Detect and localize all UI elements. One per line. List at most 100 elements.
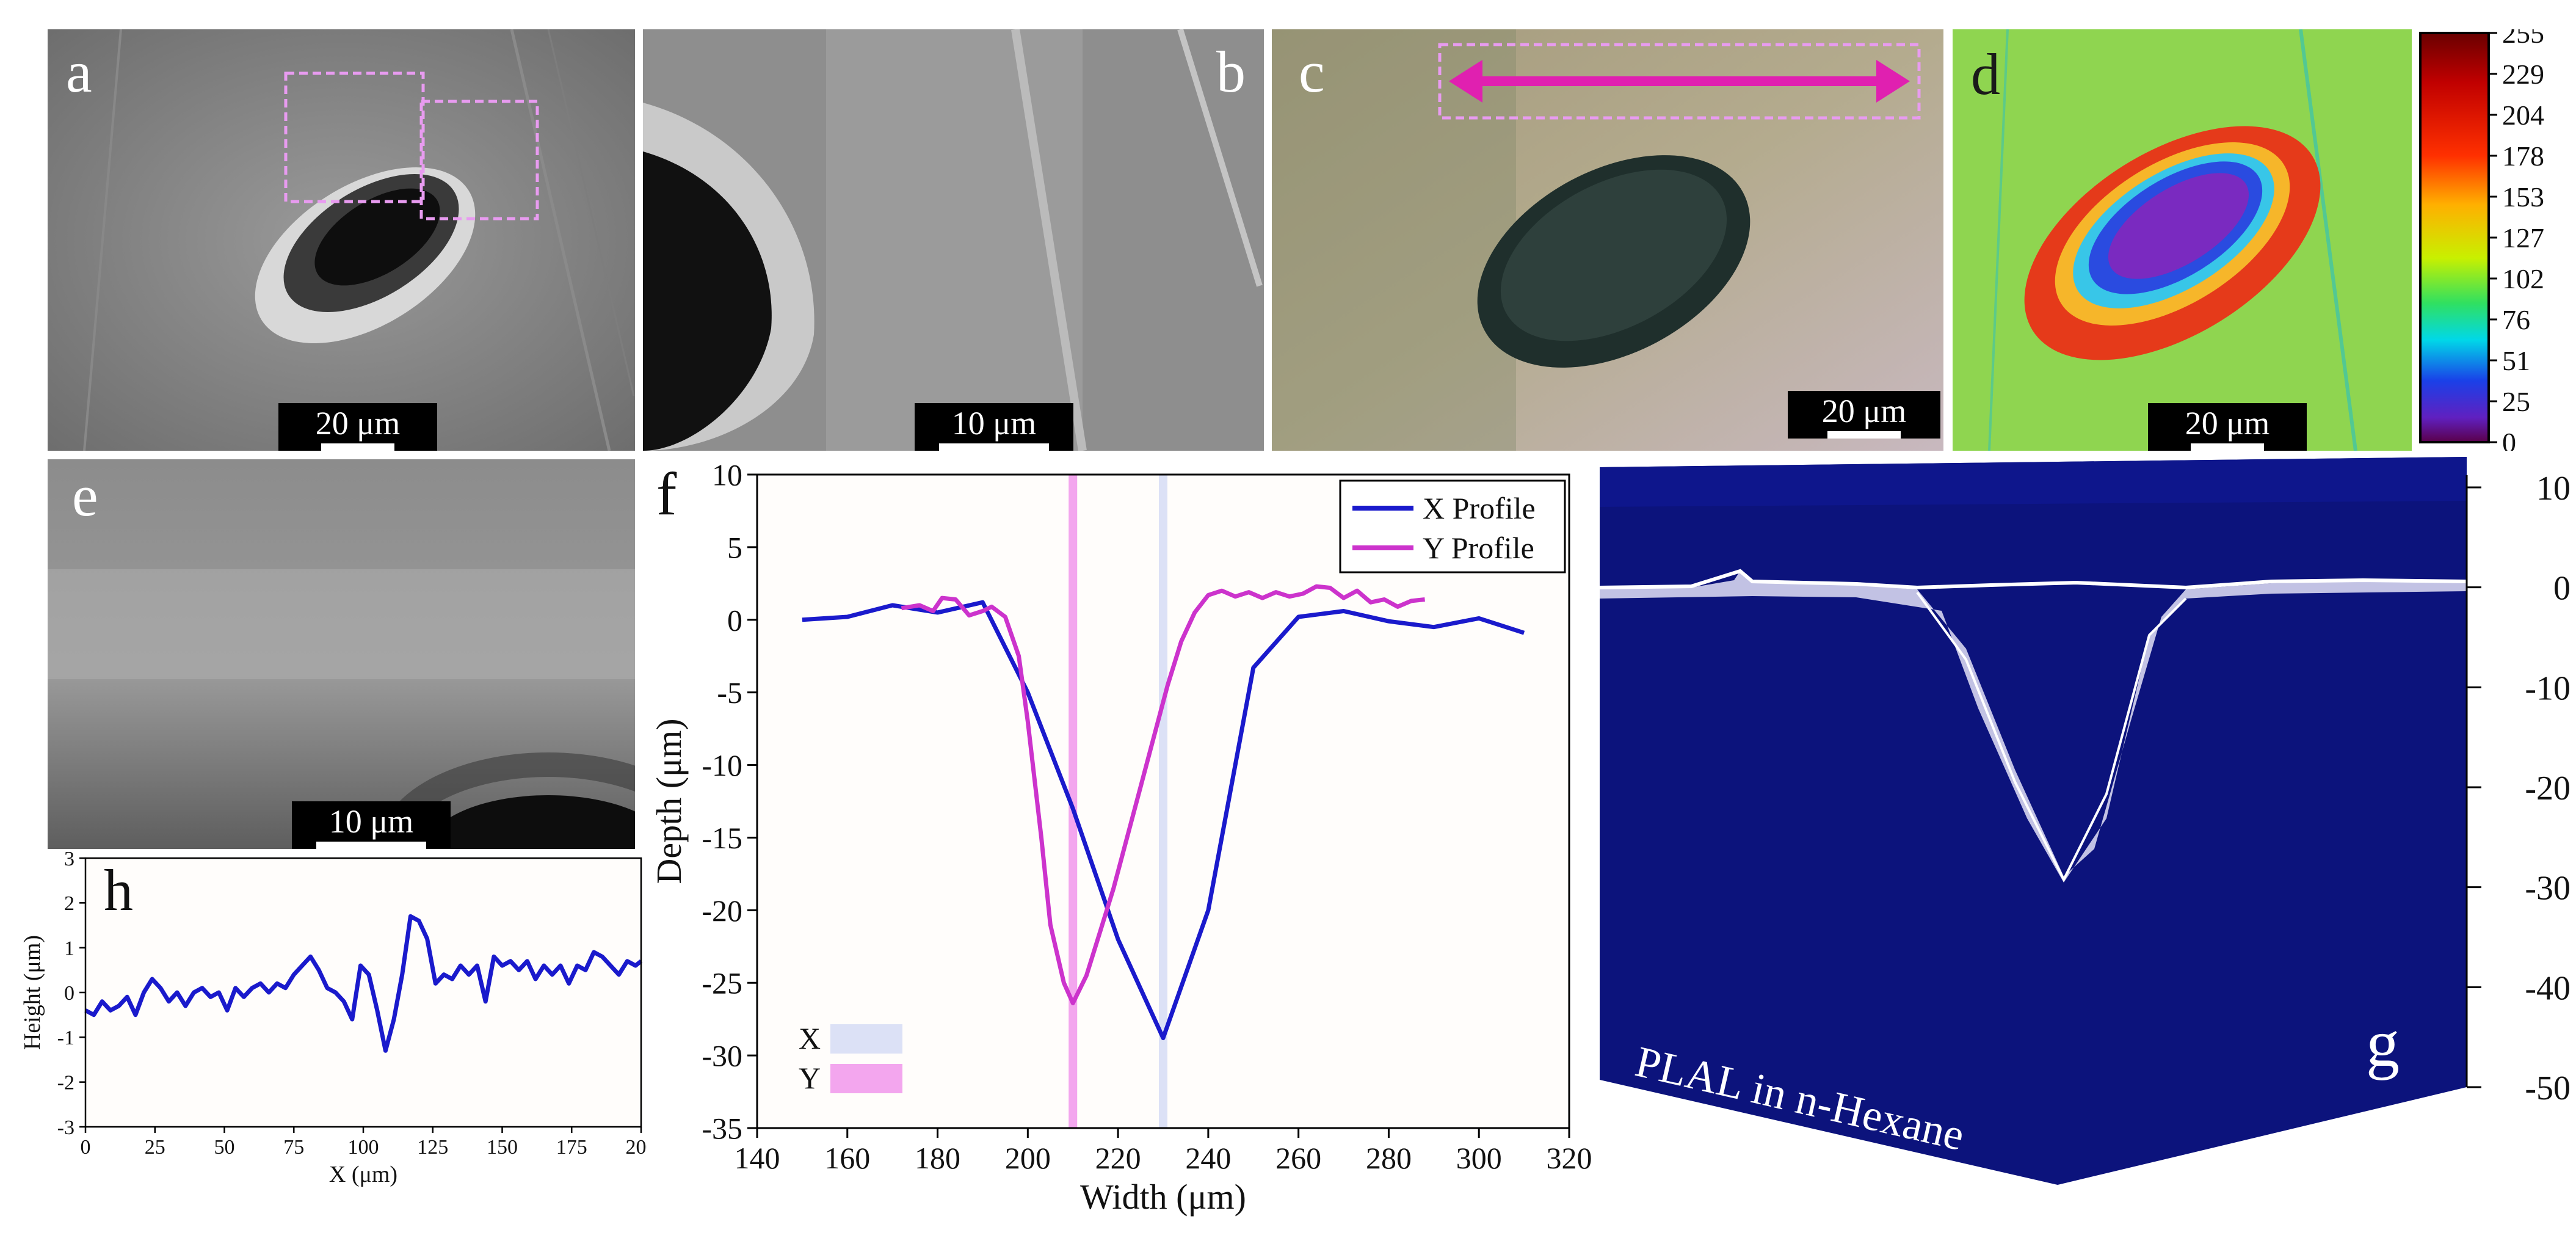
sem-edge-image [48,459,635,849]
surface-z-tick-label: 10 [2536,470,2571,508]
panel-a-sem-image: a 20 μm [48,29,635,451]
y-tick-label: -25 [702,966,742,1000]
x-tick-label: 75 [283,1136,304,1159]
x-tick-label: 200 [1005,1141,1051,1175]
panel-e-sem-image: e 10 μm [48,459,635,849]
y-tick-label: -1 [57,1027,74,1049]
scale-bar-c: 20 μm [1788,391,1940,439]
y-tick-label: 5 [727,530,742,564]
colorbar-tick-label: 76 [2502,304,2530,335]
x-tick-label: 25 [145,1136,165,1159]
panel-g-3d-surface: 10 0 -10 -20 -30 -40 -50 PLAL in n-Hexane g [1599,452,2576,1235]
surface-mesh [1599,569,2467,883]
y-tick-label: -3 [57,1116,74,1139]
optical-crater-image [1272,29,1943,451]
panel-c-optical-image: c 20 μm [1272,29,1943,451]
plot-area [85,858,641,1127]
panel-label-g: g [2366,1006,2400,1080]
y-axis-label: Height (μm) [20,935,45,1050]
surface-z-tick-label: -20 [2525,770,2571,807]
band-key-swatch [830,1064,902,1093]
scale-bar-b: 10 μm [915,403,1073,451]
band-x [1159,475,1167,1128]
scale-bar-a: 20 μm [278,403,437,451]
sem-crater-image [48,29,635,451]
scale-bar-label-d: 20 μm [2185,405,2270,442]
panel-f-chart: 140 160 180 200 220 240 260 280 300 320 10 5 0 -5 -10 -… [647,458,1600,1235]
surface-z-tick-label: -40 [2525,969,2571,1007]
colorbar-tick-label: 229 [2502,59,2544,90]
x-tick-label: 180 [915,1141,960,1175]
scale-bar-label-c: 20 μm [1821,393,1907,429]
scale-bar-label-e: 10 μm [328,803,414,840]
band-key-label: X [799,1021,821,1055]
band-key-label: Y [799,1061,821,1095]
x-tick-label: 260 [1275,1141,1321,1175]
scale-bar-label-b: 10 μm [951,405,1037,442]
legend-label: Y Profile [1423,531,1534,565]
y-tick-label: 1 [64,938,74,960]
x-tick-label: 125 [417,1136,448,1159]
x-tick-label: 240 [1185,1141,1231,1175]
legend-box [1339,479,1566,573]
y-tick-label: -30 [702,1039,742,1073]
series-line-x-profile [802,600,1525,1041]
panel-b-sem-image: b 10 μm [643,29,1264,451]
sem-zoom-image [643,29,1264,451]
y-tick-label: -35 [702,1112,742,1146]
surface-z-tick-label: -30 [2525,870,2571,908]
y-tick-label: -2 [57,1072,74,1094]
x-tick-label: 140 [735,1141,780,1175]
x-tick-label: 220 [1095,1141,1141,1175]
panel-label-b: b [1216,39,1246,104]
x-tick-label: 200 [626,1136,648,1159]
colorbar-tick-label: 51 [2502,345,2530,376]
scale-bar-label-a: 20 μm [315,405,401,442]
x-tick-label: 280 [1366,1141,1412,1175]
height-map-image [1953,29,2412,451]
x-tick-label: 50 [214,1136,235,1159]
band-key-swatch [830,1024,902,1054]
y-tick-label: -15 [702,821,742,855]
panel-label-a: a [66,39,92,104]
x-tick-label: 100 [348,1136,379,1159]
series-line-0 [84,914,643,1053]
y-tick-label: -5 [717,675,742,710]
plot-frame [756,473,1570,1129]
surface-z-tick-label: -10 [2525,669,2571,707]
x-tick-label: 175 [556,1136,587,1159]
x-tick-label: 300 [1456,1141,1502,1175]
x-tick-label: 150 [487,1136,518,1159]
colorbar-svg: 255 229 204 178 153 127 102 76 51 25 0 [2419,18,2544,458]
depth-profile-chart: 140 160 180 200 220 240 260 280 300 320 10 5 0 -5 -10 -… [649,458,1592,1217]
legend-label: X Profile [1423,491,1536,525]
height-profile-chart: 0 25 50 75 100 125 150 175 200 3 2 1 0 -1 -2 -3 X (μm) He… [20,848,657,1187]
scale-bar-d: 20 μm [2148,403,2307,451]
colorbar: 255 229 204 178 153 127 102 76 51 25 0 [2417,18,2576,458]
panel-label-f: f [656,460,677,528]
colorbar-tick-label: 153 [2502,181,2544,213]
y-tick-label: 3 [64,852,74,870]
surface-z-tick-label: -50 [2525,1069,2571,1107]
x-axis-label: Width (μm) [1080,1177,1246,1217]
y-tick-label: 2 [64,892,74,915]
colorbar-tick-label: 127 [2502,222,2544,253]
y-tick-label: 0 [727,603,742,637]
y-tick-label: -10 [702,748,742,782]
colorbar-tick-label: 0 [2502,427,2516,451]
y-axis-label: Depth (μm) [649,718,689,884]
surface-z-tick-label: 0 [2553,570,2571,608]
series-line-y-profile [901,584,1425,1005]
y-tick-label: -20 [702,894,742,928]
colorbar-tick-label: 25 [2502,386,2530,417]
colorbar-tick-label: 102 [2502,263,2544,294]
colorbar-tick-label: 255 [2502,29,2544,49]
panel-label-d: d [1971,42,2000,107]
y-tick-label: 0 [64,982,74,1005]
panel-d-height-map: d 20 μm [1953,29,2412,451]
panel-h-chart: 0 25 50 75 100 125 150 175 200 3 2 1 0 -1 -2 -3 X (μm) He… [18,848,657,1194]
x-tick-label: 0 [81,1136,91,1159]
y-tick-label: 10 [712,459,742,492]
panel-label-c: c [1299,39,1325,104]
panel-label-e: e [72,463,98,528]
